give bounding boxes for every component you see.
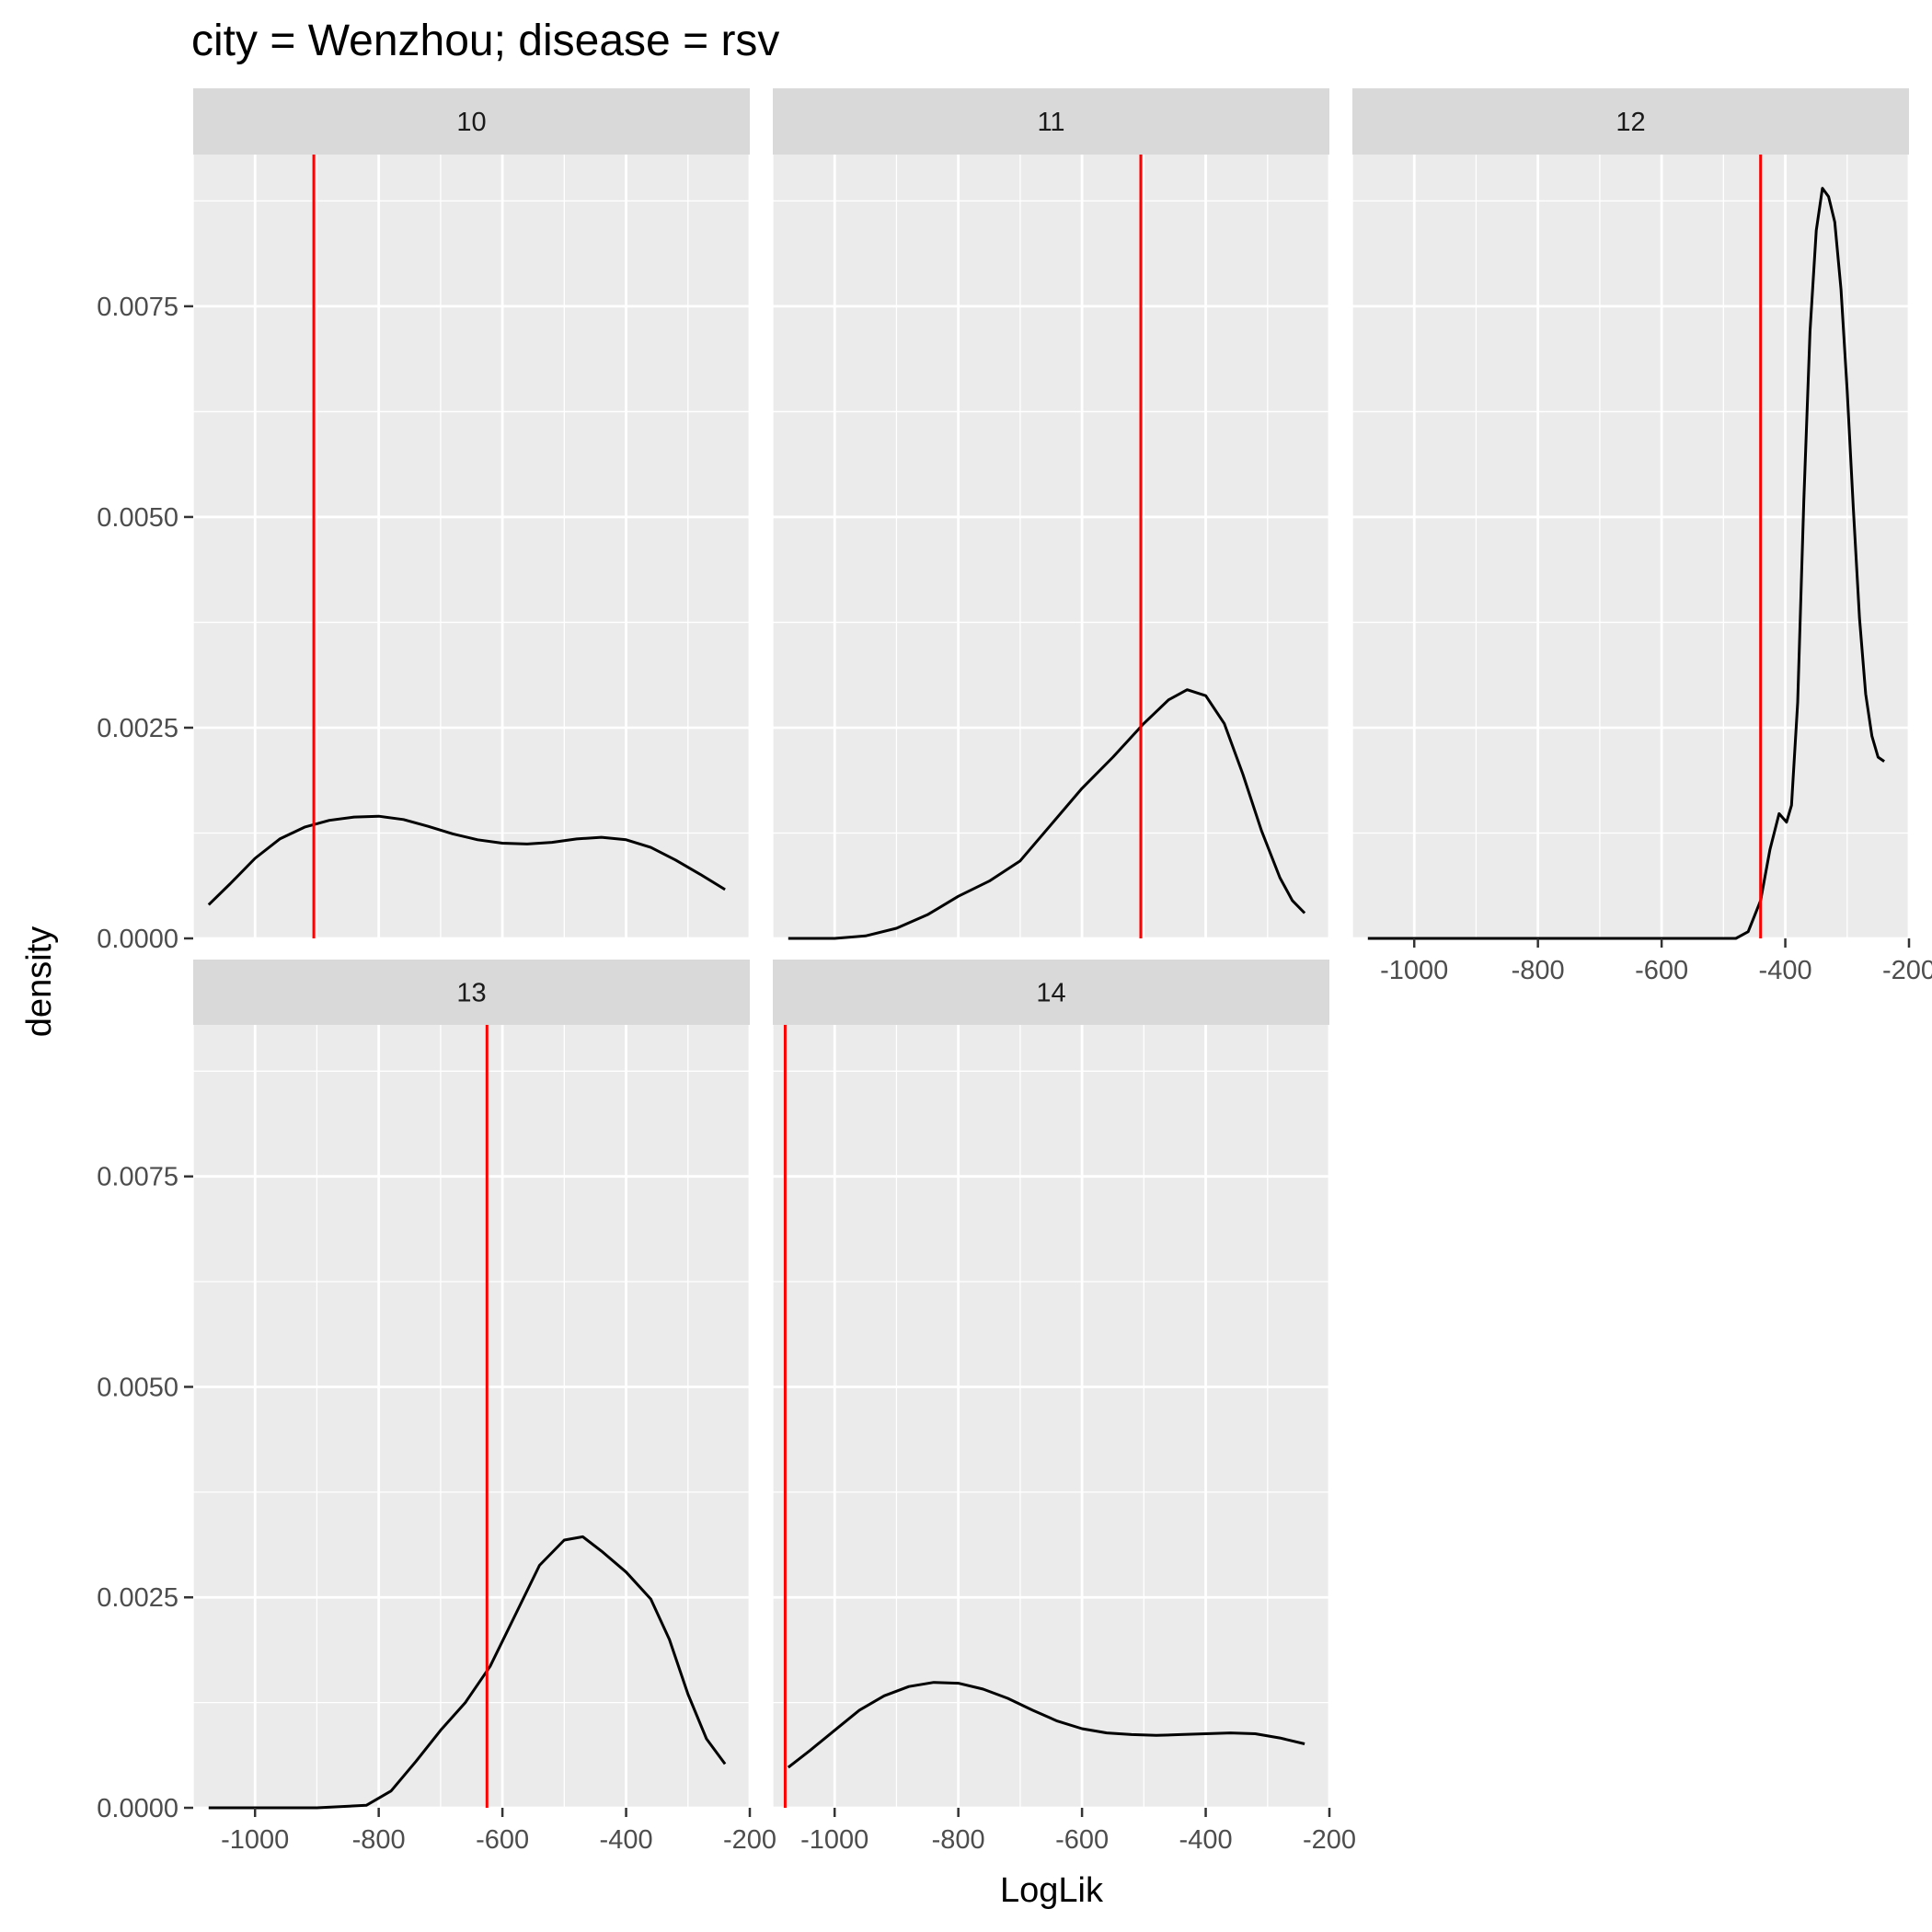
x-tick-label: -600 bbox=[1055, 1825, 1109, 1855]
x-tick-label: -200 bbox=[1303, 1825, 1356, 1855]
x-tick-label: -400 bbox=[1759, 956, 1812, 985]
facet-strip bbox=[773, 88, 1329, 155]
grid-lines bbox=[192, 1025, 752, 1810]
grid-lines bbox=[1351, 155, 1911, 940]
x-axis-title: LogLik bbox=[1000, 1871, 1104, 1910]
y-tick-label: 0.0075 bbox=[97, 1163, 178, 1192]
density-curve bbox=[788, 688, 1306, 940]
grid-lines bbox=[772, 155, 1331, 940]
x-tick-label: -400 bbox=[600, 1825, 653, 1855]
facet-strip bbox=[193, 960, 750, 1025]
x-tick-label: -1000 bbox=[1380, 956, 1448, 985]
density-curve bbox=[207, 814, 726, 906]
x-tick-label: -800 bbox=[1512, 956, 1565, 985]
panel-background bbox=[1352, 155, 1909, 938]
x-tick-label: -800 bbox=[352, 1825, 406, 1855]
facet-strip-label: 14 bbox=[1036, 979, 1065, 1008]
facet-panel-12: 12 -1000 -800 -600 -400 -200 bbox=[1351, 88, 1932, 985]
x-tick-label: -600 bbox=[476, 1825, 529, 1855]
panel-background bbox=[193, 1025, 750, 1808]
x-tick-label: -600 bbox=[1635, 956, 1688, 985]
grid-lines bbox=[772, 1025, 1331, 1810]
facet-strip bbox=[193, 88, 750, 155]
x-tick-label: -200 bbox=[723, 1825, 776, 1855]
facet-strip-label: 11 bbox=[1037, 108, 1064, 137]
panel-background bbox=[193, 155, 750, 938]
y-tick-label: 0.0025 bbox=[97, 714, 178, 743]
facet-panel-14: 14 -1000 -800 -600 -400 -200 bbox=[772, 960, 1356, 1855]
x-tick-label: -200 bbox=[1882, 956, 1932, 985]
x-axis: -1000 -800 -600 -400 -200 bbox=[1380, 938, 1932, 985]
density-curve bbox=[208, 1535, 727, 1810]
facet-panel-11: 11 bbox=[772, 88, 1331, 940]
x-tick-label: -400 bbox=[1179, 1825, 1233, 1855]
facet-panel-10: 10 0.0000 0.0025 0.0050 0.0075 bbox=[97, 88, 752, 954]
chart-title: city = Wenzhou; disease = rsv bbox=[191, 17, 779, 65]
facet-strip bbox=[773, 960, 1329, 1025]
grid-lines bbox=[192, 155, 752, 940]
density-curve bbox=[1367, 187, 1885, 940]
y-tick-label: 0.0050 bbox=[97, 1373, 178, 1402]
x-axis: -1000 -800 -600 -400 -200 bbox=[221, 1808, 776, 1855]
facet-strip-label: 13 bbox=[456, 979, 486, 1008]
x-tick-label: -1000 bbox=[221, 1825, 289, 1855]
facet-strip bbox=[1352, 88, 1909, 155]
density-curve bbox=[787, 1681, 1305, 1769]
y-tick-label: 0.0075 bbox=[97, 293, 178, 322]
y-tick-label: 0.0050 bbox=[97, 503, 178, 533]
y-tick-label: 0.0025 bbox=[97, 1583, 178, 1613]
y-axis: 0.0000 0.0025 0.0050 0.0075 bbox=[97, 1163, 193, 1823]
panel-background bbox=[773, 1025, 1329, 1808]
y-axis: 0.0000 0.0025 0.0050 0.0075 bbox=[97, 293, 193, 954]
y-tick-label: 0.0000 bbox=[97, 925, 178, 954]
y-axis-title: density bbox=[20, 926, 59, 1037]
y-tick-label: 0.0000 bbox=[97, 1794, 178, 1823]
x-tick-label: -1000 bbox=[800, 1825, 868, 1855]
panel-background bbox=[773, 155, 1329, 938]
x-tick-label: -800 bbox=[932, 1825, 985, 1855]
facet-strip-label: 10 bbox=[456, 108, 486, 137]
facet-strip-label: 12 bbox=[1616, 108, 1645, 137]
x-axis: -1000 -800 -600 -400 -200 bbox=[800, 1808, 1356, 1855]
